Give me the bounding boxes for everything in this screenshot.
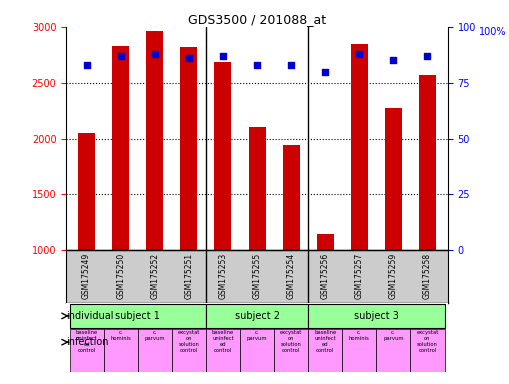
- Point: [389, 57, 398, 63]
- Bar: [317, 234, 334, 250]
- Bar: [385, 108, 402, 250]
- Text: baseline
uninfect
ed
control: baseline uninfect ed control: [314, 331, 336, 353]
- Point: [185, 55, 193, 61]
- Title: GDS3500 / 201088_at: GDS3500 / 201088_at: [188, 13, 326, 26]
- Bar: [78, 133, 95, 250]
- Text: GSM175259: GSM175259: [389, 253, 398, 299]
- Bar: [282, 145, 300, 250]
- Point: [117, 53, 125, 59]
- Text: excystat
on
solution
control: excystat on solution control: [416, 331, 439, 353]
- Bar: [180, 47, 197, 250]
- Bar: [214, 61, 232, 250]
- Text: GSM175252: GSM175252: [150, 253, 159, 299]
- Text: baseline
uninfect
ed
control: baseline uninfect ed control: [212, 331, 234, 353]
- Text: GSM175255: GSM175255: [252, 253, 262, 299]
- Bar: [104, 329, 138, 372]
- Bar: [308, 304, 444, 328]
- Bar: [351, 44, 368, 250]
- Bar: [146, 31, 163, 250]
- Text: GSM175249: GSM175249: [82, 253, 91, 299]
- Bar: [419, 75, 436, 250]
- Text: excystat
on
solution
control: excystat on solution control: [178, 331, 200, 353]
- Text: 100%: 100%: [478, 27, 506, 37]
- Point: [151, 51, 159, 57]
- Text: infection: infection: [66, 337, 108, 347]
- Bar: [410, 329, 444, 372]
- Text: GSM175258: GSM175258: [423, 253, 432, 299]
- Bar: [206, 304, 308, 328]
- Text: excystat
on
solution
control: excystat on solution control: [280, 331, 302, 353]
- Point: [253, 62, 261, 68]
- Text: c.
hominis: c. hominis: [349, 331, 370, 341]
- Text: subject 3: subject 3: [354, 311, 399, 321]
- Bar: [342, 329, 376, 372]
- Point: [355, 51, 363, 57]
- Bar: [172, 329, 206, 372]
- Text: GSM175250: GSM175250: [116, 253, 125, 299]
- Text: c.
parvum: c. parvum: [247, 331, 267, 341]
- Bar: [248, 127, 266, 250]
- Bar: [240, 329, 274, 372]
- Text: GSM175253: GSM175253: [218, 253, 228, 299]
- Text: GSM175254: GSM175254: [287, 253, 296, 299]
- Point: [287, 62, 295, 68]
- Text: c.
parvum: c. parvum: [383, 331, 404, 341]
- Text: subject 1: subject 1: [116, 311, 160, 321]
- Text: individual: individual: [66, 311, 114, 321]
- Bar: [112, 46, 129, 250]
- Text: baseline
uninfect
ed
control: baseline uninfect ed control: [75, 331, 98, 353]
- Point: [219, 53, 227, 59]
- Point: [423, 53, 432, 59]
- Bar: [70, 329, 104, 372]
- Text: GSM175251: GSM175251: [184, 253, 193, 299]
- Text: GSM175257: GSM175257: [355, 253, 364, 299]
- Text: c.
parvum: c. parvum: [145, 331, 165, 341]
- Point: [321, 68, 329, 74]
- Text: GSM175256: GSM175256: [321, 253, 330, 299]
- Bar: [206, 329, 240, 372]
- Bar: [376, 329, 410, 372]
- Bar: [308, 329, 342, 372]
- Bar: [274, 329, 308, 372]
- Text: subject 2: subject 2: [235, 311, 279, 321]
- Bar: [70, 304, 206, 328]
- Bar: [138, 329, 172, 372]
- Point: [82, 62, 91, 68]
- Text: c.
hominis: c. hominis: [110, 331, 131, 341]
